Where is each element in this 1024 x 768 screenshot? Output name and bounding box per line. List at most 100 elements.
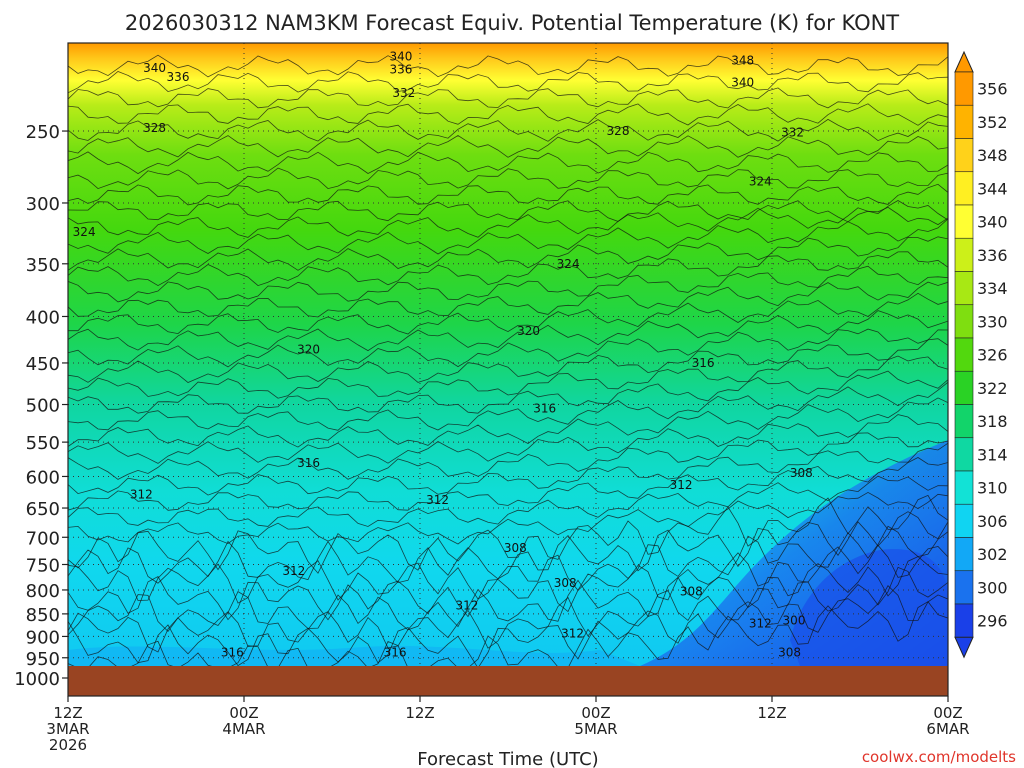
y-axis: 2503003504004505005506006507007508008509… [14,122,68,690]
contour-label: 320 [297,343,320,357]
colorbar-swatch [954,470,974,505]
contour-label: 316 [384,646,407,660]
x-tick-label: 00Z [933,704,962,722]
contour-label: 316 [692,356,715,370]
grid [68,43,948,666]
title-group: 2026030312 NAM3KM Forecast Equiv. Potent… [125,11,899,35]
contour-label: 308 [504,541,527,555]
contour-label: 324 [557,257,580,271]
contour-line [68,218,948,255]
contour-label: 324 [749,174,772,188]
contour-label-text: 340 [143,61,166,75]
contour-label: 308 [778,646,801,660]
watermark: coolwx.com/modelts [862,748,1016,766]
contour-label: 328 [607,124,630,138]
colorbar-swatch [954,271,974,306]
contour-line [68,511,948,584]
y-tick-label: 600 [26,467,60,488]
contour-line [68,206,948,238]
y-tick-label: 850 [26,605,60,626]
colorbar: 356 352 348 344 340 336 334 330 326 322 318 314 310 3… [954,50,1008,659]
colorbar-label: 336 [977,246,1008,265]
contour-line [68,310,948,352]
contour-line [68,566,948,653]
contour-label-text: 324 [73,225,96,239]
contour-lines [68,54,948,666]
contour-label: 316 [297,456,320,470]
colorbar-swatch [954,71,974,106]
contour-label-text: 316 [533,401,556,415]
colorbar-label: 322 [977,379,1008,398]
colorbar-label: 352 [977,113,1008,132]
contour-label: 316 [533,401,556,415]
colorbar-bottom-arrow [954,636,974,659]
contour-label-text: 324 [749,174,772,188]
colorbar-label: 334 [977,279,1008,298]
contour-line [68,355,948,399]
contour-label: 312 [561,626,584,640]
contour-line [68,151,948,175]
colorbar-swatch [954,370,974,405]
y-tick-label: 800 [26,581,60,602]
contour-label: 328 [143,121,166,135]
contour-label-text: 348 [731,53,754,67]
contour-line [68,475,948,527]
colorbar-swatch [954,437,974,472]
contour-label: 340 [731,75,754,89]
contour-label: 340 [143,61,166,75]
contour-label: 300 [783,613,806,627]
contour-label-text: 308 [680,584,703,598]
contour-label: 312 [749,617,772,631]
contour-label-text: 316 [297,456,320,470]
contour-label: 312 [130,487,153,501]
colorbar-swatch [954,304,974,339]
contour-line [68,281,948,318]
colorbar-label: 348 [977,146,1008,165]
ground-surface [68,666,948,696]
contour-line [68,54,948,78]
contour-label: 332 [781,126,804,140]
contour-label-text: 336 [167,70,190,84]
contour-label: 332 [392,86,415,100]
contour-line [68,556,948,636]
contour-label-text: 340 [731,75,754,89]
contour-label-text: 332 [392,86,415,100]
contour-line [68,71,948,94]
colorbar-swatch [954,503,974,538]
x-tick-label: 00Z [581,704,610,722]
contour-line [68,292,948,335]
contour-line [68,87,948,109]
contour-label-text: 312 [749,617,772,631]
contour-label-text: 312 [561,626,584,640]
contour-label-text: 328 [607,124,630,138]
x-tick-label: 12Z [757,704,786,722]
chart-title: 2026030312 NAM3KM Forecast Equiv. Potent… [125,11,899,35]
contour-label-text: 316 [384,646,407,660]
contour-label-text: 300 [783,613,806,627]
low-level-cold-pool [68,646,640,666]
colorbar-swatch [954,204,974,239]
y-tick-label: 300 [26,194,60,215]
contour-line [68,251,948,287]
colorbar-label: 344 [977,179,1008,198]
contour-label: 312 [670,478,693,492]
contour-label-text: 312 [455,598,478,612]
x-axis-label: Forecast Time (UTC) [417,749,598,768]
colorbar-label: 300 [977,578,1008,597]
y-tick-label: 350 [26,255,60,276]
contour-line [68,432,948,480]
contour-line [68,236,948,271]
contour-label: 316 [221,646,244,660]
contour-line [68,397,948,448]
colorbar-label: 326 [977,346,1008,365]
y-tick-label: 650 [26,499,60,520]
colorbar-swatch [954,171,974,206]
x-tick-label: 6MAR [926,720,969,738]
contour-label: 308 [554,576,577,590]
contour-line [68,457,948,511]
colorbar-label: 310 [977,479,1008,498]
